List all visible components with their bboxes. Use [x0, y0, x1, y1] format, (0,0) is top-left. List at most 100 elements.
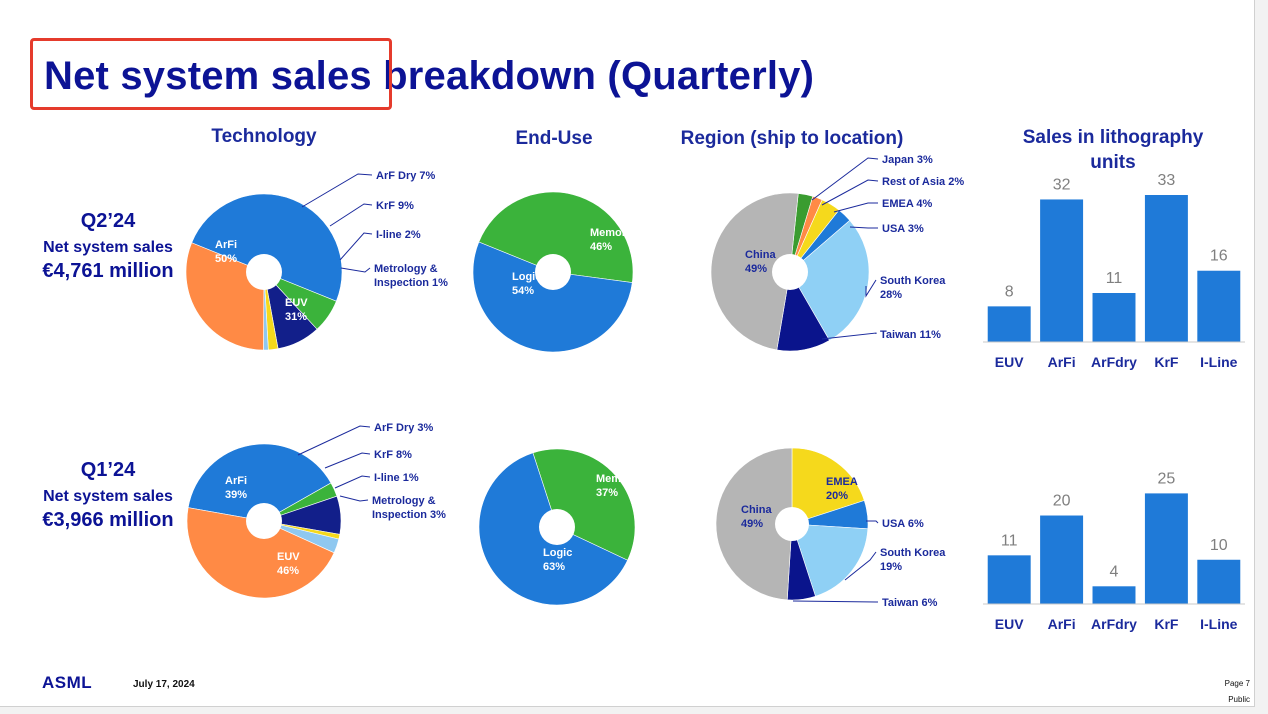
highlight-box — [30, 38, 392, 110]
slice-china — [715, 447, 793, 601]
category-label: EUV — [995, 616, 1024, 632]
slice-logic — [472, 241, 633, 353]
leader-line — [821, 179, 879, 206]
label-i-line: I-line 2% — [376, 229, 421, 241]
region-pie-chart: EMEA 20% USA 6% South Korea 19% Taiwan 6% Chin… — [715, 447, 946, 609]
label-usa: USA 6% — [882, 518, 924, 530]
label-japan: Japan 3% — [882, 154, 933, 166]
sales-label: Net system sales — [43, 239, 173, 256]
slice-euv — [186, 507, 335, 599]
sales-amount: €3,966 million — [42, 509, 174, 531]
classification: Public — [1228, 695, 1250, 704]
label-memory: Memory 37% — [596, 473, 639, 499]
technology-pie-chart: ArFi 50% ArF Dry 7% KrF 9% I-line 2% Metrolog… — [185, 170, 448, 351]
technology-pie-chart: ArFi 39% ArF Dry 3% KrF 8% I-line 1% Metrolog… — [186, 422, 446, 599]
label-south-korea: South Korea 19% — [880, 547, 946, 573]
data-label: 16 — [1210, 248, 1228, 265]
data-label: 25 — [1158, 470, 1176, 487]
bar-arfdry — [1092, 293, 1136, 342]
footer-date: July 17, 2024 — [133, 679, 195, 690]
data-label: 4 — [1110, 563, 1119, 580]
category-label: KrF — [1154, 616, 1179, 632]
donut-hole — [246, 254, 282, 290]
label-krf: KrF 8% — [374, 449, 412, 461]
data-label: 33 — [1158, 172, 1176, 189]
label-rest-of-asia: Rest of Asia 2% — [882, 176, 964, 188]
region-header: Region (ship to location) — [680, 128, 904, 149]
quarter-name: Q1’24 — [80, 459, 136, 481]
bar-i-line — [1197, 559, 1241, 604]
leader-line — [334, 475, 371, 489]
page-number: Page 7 — [1224, 679, 1250, 688]
leader-line — [833, 202, 878, 213]
label-krf: KrF 9% — [376, 200, 414, 212]
slice-memory — [532, 448, 636, 561]
slice-memory — [478, 191, 634, 283]
leader-line — [329, 203, 373, 227]
label-china: China 49% — [741, 504, 772, 530]
data-label: 32 — [1053, 176, 1071, 193]
category-label: ArFdry — [1091, 354, 1137, 370]
bar-arfi — [1040, 199, 1084, 342]
category-label: ArFdry — [1091, 616, 1137, 632]
slide-title: Net system sales breakdown (Quarterly) — [44, 54, 815, 98]
data-label: 11 — [1106, 270, 1123, 287]
label-china: China 49% — [745, 249, 776, 275]
donut-hole — [539, 509, 575, 545]
label-euv: EUV 31% — [285, 297, 308, 323]
label-taiwan: Taiwan 11% — [880, 329, 941, 341]
asml-logo: ASML — [42, 673, 93, 692]
slice-south-korea — [789, 219, 870, 341]
category-label: KrF — [1154, 354, 1179, 370]
leader-line — [792, 600, 878, 603]
label-metrology-inspection: Metrology & Inspection 1% — [374, 263, 448, 289]
category-label: ArFi — [1048, 354, 1076, 370]
label-metrology-inspection: Metrology & Inspection 3% — [372, 495, 446, 521]
end_use-pie-chart: Memory 46% Logic 54% — [472, 191, 634, 353]
data-label: 20 — [1053, 493, 1071, 510]
label-logic: Logic 63% — [543, 547, 572, 573]
data-label: 8 — [1005, 283, 1014, 300]
bar-krf — [1144, 195, 1188, 342]
label-memory: Memory 46% — [590, 227, 633, 253]
slice-arfi — [191, 193, 343, 302]
technology-header: Technology — [211, 126, 317, 147]
donut-hole — [246, 503, 282, 539]
slice-arfi — [187, 443, 332, 522]
data-label: 11 — [1001, 532, 1018, 549]
bar-euv — [987, 306, 1031, 342]
label-arfi: ArFi 50% — [215, 239, 237, 265]
leader-line — [340, 267, 371, 273]
slice-south-korea — [791, 523, 869, 597]
label-i-line: I-line 1% — [374, 472, 419, 484]
bar-krf — [1144, 493, 1188, 604]
slice-euv — [185, 242, 265, 351]
slice-china — [710, 192, 799, 351]
bar-euv — [987, 555, 1031, 604]
label-emea: EMEA 4% — [882, 198, 933, 210]
leader-line — [339, 495, 369, 502]
sales-label: Net system sales — [43, 488, 173, 505]
bar-arfdry — [1092, 586, 1136, 604]
category-label: EUV — [995, 354, 1024, 370]
leader-line — [844, 551, 877, 581]
region-pie-chart: Japan 3% Rest of Asia 2% EMEA 4% USA 3% Sout… — [710, 154, 964, 352]
label-logic: Logic 54% — [512, 271, 541, 297]
end_use-pie-chart: Memory 37% Logic 63% — [478, 448, 639, 606]
quarter-name: Q2’24 — [80, 210, 136, 232]
bar-i-line — [1197, 270, 1241, 342]
leader-line — [339, 232, 373, 261]
slice-emea — [791, 447, 865, 525]
label-euv: EUV 46% — [277, 551, 300, 577]
end-use-header: End-Use — [515, 128, 593, 149]
label-south-korea: South Korea 28% — [880, 275, 946, 301]
donut-hole — [535, 254, 571, 290]
donut-hole — [772, 254, 808, 290]
category-label: ArFi — [1048, 616, 1076, 632]
leader-line — [297, 425, 371, 456]
label-arf-dry: ArF Dry 3% — [374, 422, 434, 434]
donut-hole — [775, 507, 809, 541]
sales-amount: €4,761 million — [42, 260, 174, 282]
leader-line — [865, 279, 877, 298]
